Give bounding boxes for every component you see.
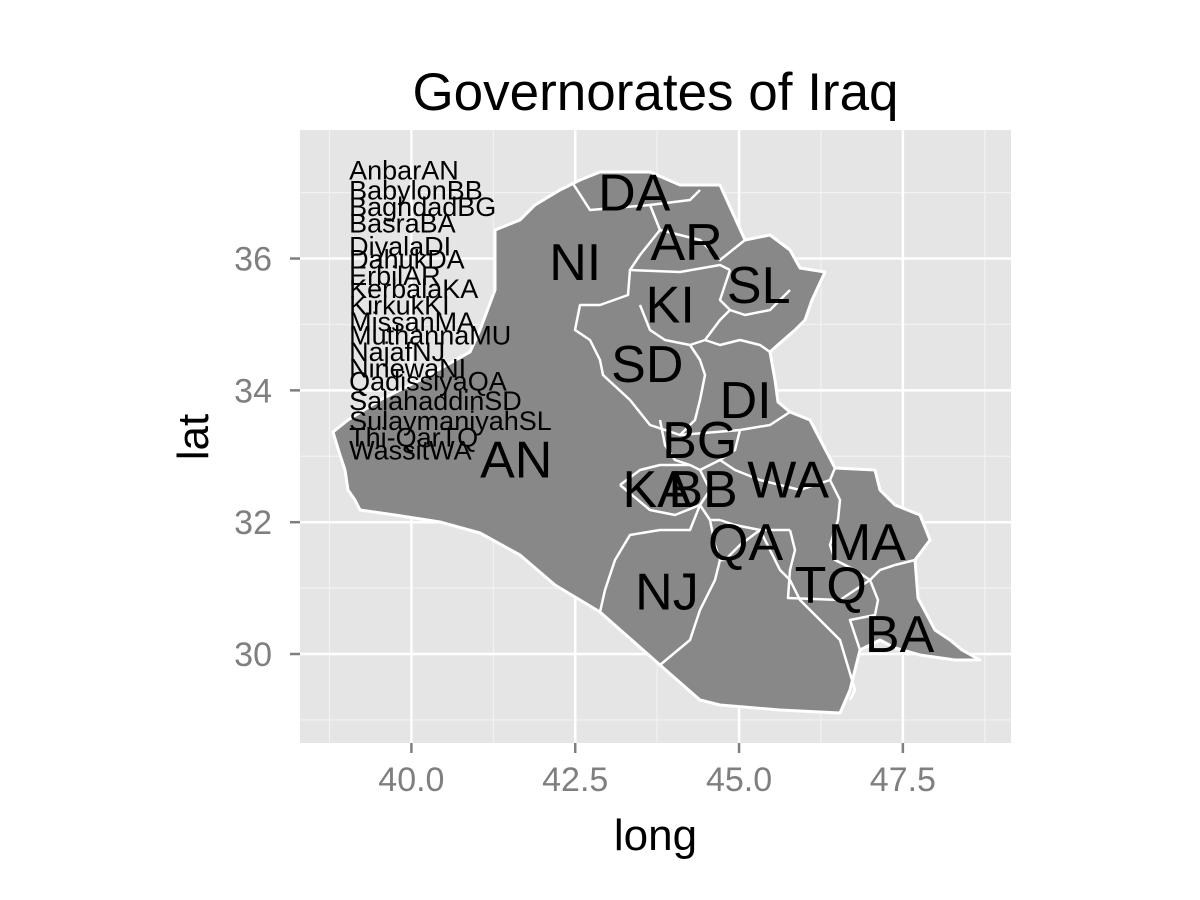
region-label: BA [865, 606, 935, 664]
border-line [619, 484, 701, 517]
governorate-name-label: Thi-QarTQ [349, 423, 478, 453]
governorate-borders [570, 181, 916, 701]
axes: 40.0 42.5 45.0 47.5 30 32 34 36 [234, 241, 936, 799]
border-line [704, 338, 771, 354]
border-line [719, 518, 790, 532]
border-line [598, 504, 702, 613]
y-tick-label: 34 [234, 372, 272, 410]
border-line [719, 458, 837, 492]
x-tick-label: 45.0 [706, 761, 772, 799]
border-line [786, 529, 871, 602]
governorate-name-label: SalahaddinSD [349, 386, 522, 416]
region-label: QA [708, 514, 783, 572]
region-label: MA [828, 514, 906, 572]
region-label: SL [727, 257, 791, 315]
y-tick-label: 30 [234, 636, 272, 674]
governorate-name-label: BaghdadBG [349, 192, 496, 222]
region-label: BB [668, 461, 737, 519]
border-line [619, 463, 690, 486]
border-line [828, 479, 916, 582]
governorate-name-label: NinewaNI [349, 353, 466, 383]
governorate-names: AnbarANBabylonBBBaghdadBGBasraBADiyalaDI… [349, 156, 552, 466]
governorate-name-label: NajafNJ [349, 337, 445, 367]
chart-title: Governorates of Iraq [412, 63, 899, 122]
x-tick-label: 47.5 [870, 761, 936, 799]
region-label: NI [549, 234, 601, 292]
border-line [718, 269, 791, 317]
region-label: WA [747, 451, 829, 509]
region-label: DA [598, 165, 671, 223]
border-line [679, 344, 707, 436]
region-label: SD [611, 336, 683, 394]
region-label: KA [622, 461, 692, 519]
region-label: TQ [795, 557, 867, 615]
border-line [848, 579, 880, 651]
governorate-name-label: WassitWA [349, 436, 472, 466]
border-line [658, 419, 742, 472]
border-line [573, 204, 791, 437]
iraq-map [331, 170, 982, 715]
border-line [629, 263, 731, 274]
region-label: KI [646, 277, 695, 335]
governorate-name-label: BabylonBB [349, 175, 483, 205]
governorate-name-label: DiyalaDI [349, 231, 451, 261]
border-line [720, 529, 761, 562]
iraq-outline [331, 170, 982, 715]
y-tick-label: 36 [234, 241, 272, 279]
y-tick-label: 32 [234, 504, 272, 542]
region-label: NJ [635, 563, 699, 621]
x-axis-label: long [613, 811, 698, 860]
x-tick-label: 42.5 [542, 761, 608, 799]
governorate-name-label: DahukDA [349, 245, 465, 275]
governorate-name-label: KerbalaKA [349, 274, 478, 304]
governorate-name-label: BasraBA [349, 208, 456, 238]
governorate-name-label: MuthannaMU [349, 320, 511, 350]
governorate-name-label: SulaymaniyahSL [349, 406, 552, 436]
region-label: AR [651, 214, 723, 272]
region-label: DI [720, 372, 772, 430]
governorate-name-label: QadissiyaQA [349, 366, 507, 396]
governorate-name-label: ErbilAR [349, 261, 441, 291]
governorate-name-label: KirkukKI [349, 291, 450, 321]
border-line [659, 519, 722, 666]
region-label: AN [480, 432, 552, 490]
x-tick-label: 40.0 [378, 761, 444, 799]
governorate-name-label: MissanMA [349, 307, 475, 337]
border-line [659, 228, 746, 262]
border-line [758, 529, 857, 701]
region-label: BG [662, 412, 737, 470]
governorate-name-label: AnbarAN [349, 156, 459, 186]
